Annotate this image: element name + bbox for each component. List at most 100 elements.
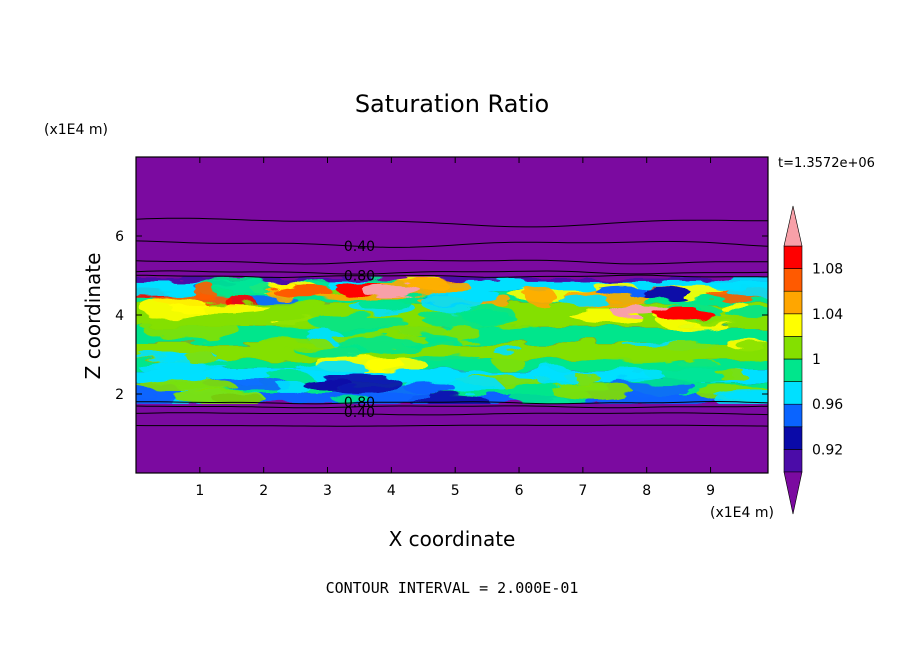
cloud-cell	[716, 370, 748, 379]
subsaturated-cell	[448, 290, 501, 301]
cloud-cell	[732, 340, 768, 362]
colorbar-tick-label: 1.04	[812, 307, 843, 323]
colorbar-below-arrow	[783, 471, 803, 515]
subsaturated-cell	[301, 379, 354, 390]
contour-line	[136, 424, 768, 427]
cloud-band	[136, 277, 768, 282]
cloud-cell	[714, 389, 768, 400]
x-tick-label: 4	[387, 483, 396, 499]
colorbar-tick-label: 0.96	[812, 397, 843, 413]
contour-line	[136, 405, 768, 409]
colorbar-swatch	[783, 358, 803, 382]
cloud-cell	[296, 362, 366, 373]
cloud-band	[136, 360, 768, 371]
x-tick-label: 7	[578, 483, 587, 499]
colorbar-swatch	[783, 381, 803, 405]
contour-line	[136, 400, 768, 405]
cloud-cell	[203, 360, 255, 368]
cloud-cell	[366, 357, 428, 372]
x-unit-label: (x1E4 m)	[710, 505, 774, 521]
cloud-cell	[170, 303, 272, 315]
colorbar-swatch	[783, 245, 803, 269]
cloud-cell	[331, 395, 370, 403]
cloud-cell	[186, 352, 216, 365]
x-axis-label: X coordinate	[389, 527, 516, 551]
supersaturated-cell	[271, 285, 332, 298]
y-axis-label: Z coordinate	[81, 253, 105, 380]
contour-line	[136, 217, 768, 228]
contour-interval-footer: CONTOUR INTERVAL = 2.000E-01	[326, 579, 579, 597]
cloud-cell	[558, 294, 610, 307]
cloud-cell	[535, 367, 577, 386]
cloud-cell	[602, 367, 665, 382]
colorbar-swatch	[783, 268, 803, 292]
colorbar-swatch	[783, 336, 803, 360]
cloud-layer	[136, 157, 768, 473]
time-label: t=1.3572e+06	[778, 156, 875, 171]
cloud-cell	[550, 382, 633, 400]
colorbar-swatch	[783, 290, 803, 315]
y-unit-label: (x1E4 m)	[44, 122, 108, 138]
cloud-cell	[142, 320, 240, 339]
x-tick-label: 8	[642, 483, 651, 499]
y-tick-label: 6	[115, 229, 124, 245]
x-axis-ticks: 1 2 3 4 5 6 7 8 9	[195, 157, 715, 499]
cloud-cell	[310, 315, 408, 332]
x-tick-label: 2	[259, 483, 268, 499]
cloud-cell	[138, 359, 206, 375]
contour-lines	[136, 217, 768, 427]
colorbar-tick-label: 1	[812, 352, 821, 368]
cloud-cell	[136, 353, 189, 360]
lower-dry-region	[136, 403, 768, 473]
cloud-cell	[590, 355, 676, 364]
cloud-cell	[642, 359, 735, 382]
cloud-cell	[524, 285, 556, 306]
contour-label: 0.40	[344, 239, 375, 255]
x-tick-label: 3	[323, 483, 332, 499]
y-tick-label: 2	[115, 387, 124, 403]
cloud-band	[136, 370, 768, 383]
cloud-cell	[136, 286, 195, 295]
contour-line	[136, 274, 768, 279]
colorbar-tick-label: 1.08	[812, 262, 843, 278]
cloud-cell	[493, 356, 525, 370]
cloud-cell	[718, 301, 750, 311]
cloud-cell	[258, 335, 299, 354]
contour-label: 0.80	[344, 269, 375, 285]
contour-line	[136, 240, 768, 248]
cloud-cell	[192, 282, 218, 301]
cloud-cell	[176, 389, 266, 409]
colorbar-above-arrow	[783, 205, 803, 247]
contour-label: 0.80	[344, 395, 375, 411]
x-tick-label: 6	[515, 483, 524, 499]
colorbar: 0.92 0.96 1 1.04 1.08	[783, 205, 843, 515]
cloud-cell	[407, 354, 481, 363]
cloud-cell	[726, 285, 768, 299]
colorbar-swatch	[783, 313, 803, 337]
subsaturated-cell	[639, 288, 692, 299]
supersaturated-cell	[361, 284, 422, 297]
contour-line	[136, 412, 768, 416]
colorbar-swatch	[783, 426, 803, 450]
colorbar-swatch	[783, 403, 803, 428]
subsaturated-cell	[595, 286, 648, 297]
cloud-cell	[460, 304, 516, 325]
cloud-cell	[657, 342, 741, 356]
contour-line	[136, 259, 768, 265]
contour-line	[136, 270, 768, 275]
cloud-cell	[136, 378, 236, 392]
x-tick-label: 1	[195, 483, 204, 499]
chart-title: Saturation Ratio	[355, 90, 549, 118]
y-axis-ticks: 2 4 6	[115, 229, 768, 403]
cloud-cell	[360, 298, 412, 312]
plot-area	[136, 157, 768, 473]
cloud-cell	[490, 346, 523, 353]
subsaturated-cell	[403, 383, 456, 394]
supersaturated-cell	[655, 309, 716, 321]
upper-dry-region	[136, 157, 768, 277]
contour-labels: 0.400.800.800.40	[344, 239, 375, 421]
colorbar-swatch	[783, 449, 803, 473]
cloud-cell	[334, 336, 423, 352]
cloud-cell	[275, 380, 310, 397]
